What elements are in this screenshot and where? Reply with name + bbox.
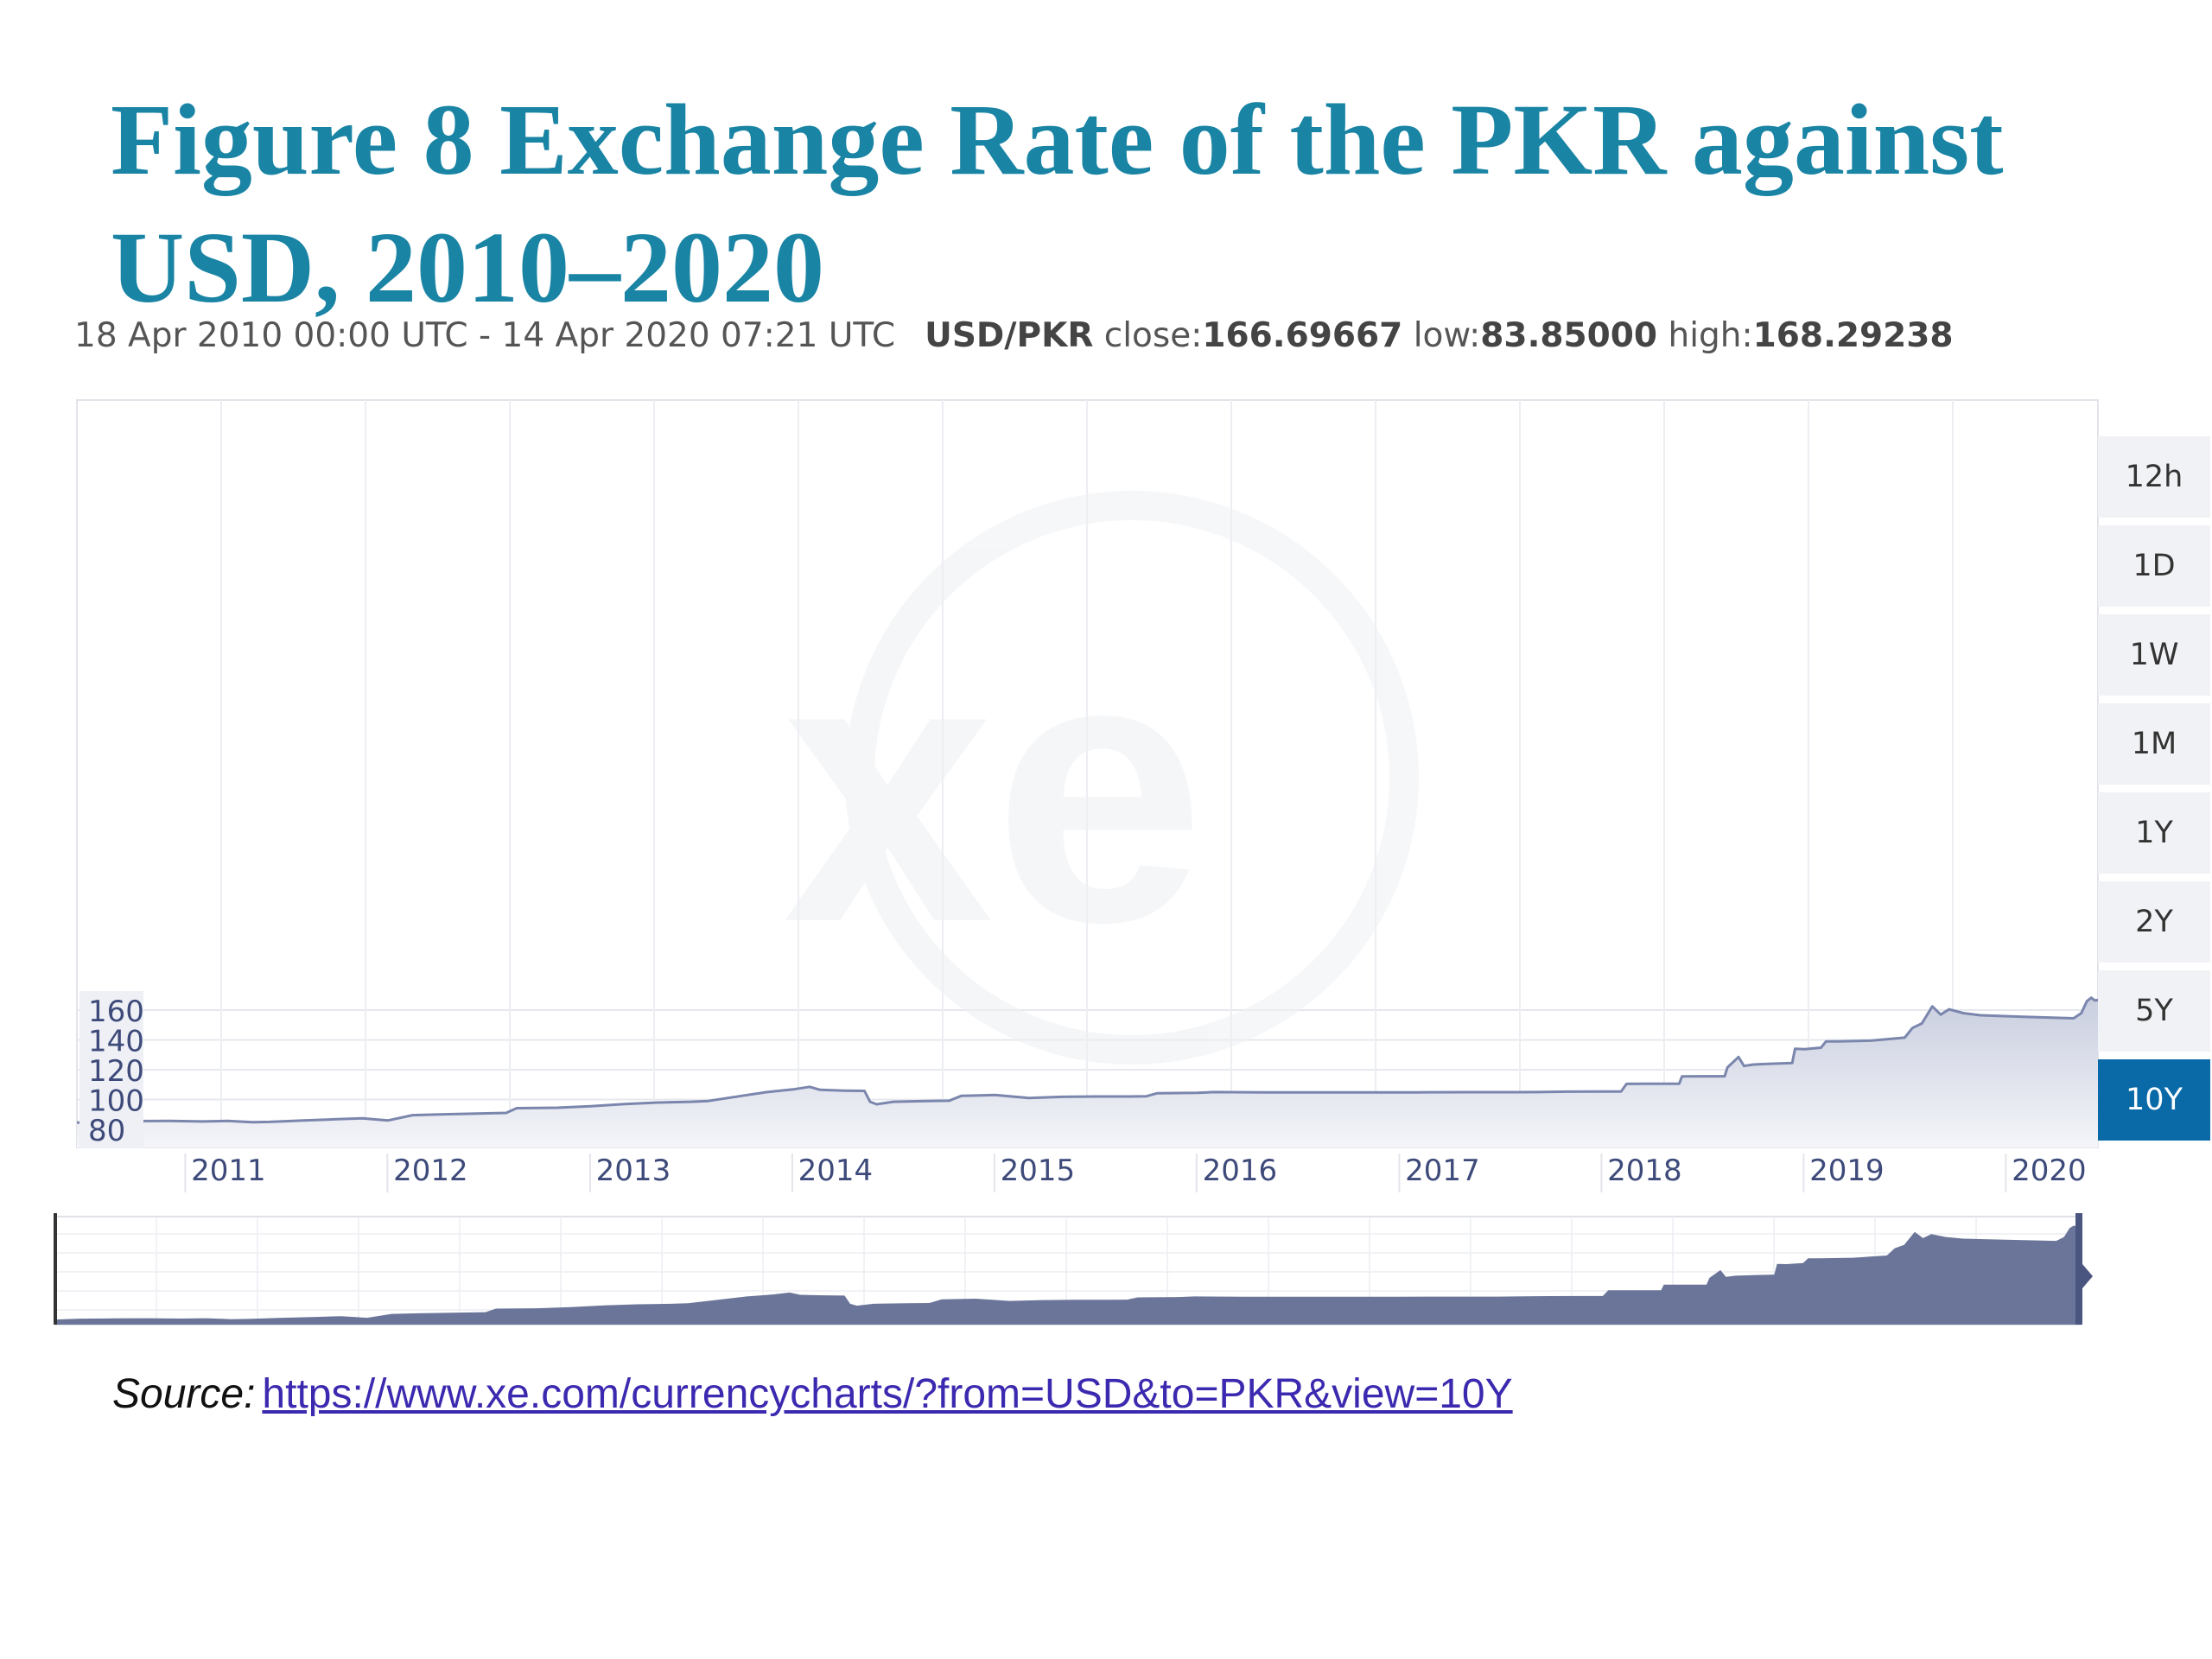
x-tick-label: 2018	[1607, 1154, 1682, 1188]
range-button-10y[interactable]: 10Y	[2098, 1059, 2210, 1141]
x-tick-label: 2014	[798, 1154, 874, 1188]
source-label: Source:	[112, 1371, 256, 1417]
y-tick-label: 120	[88, 1054, 144, 1089]
x-tick-label: 2019	[1809, 1154, 1885, 1188]
navigator[interactable]	[54, 1213, 2093, 1325]
high-label: high:	[1668, 316, 1753, 355]
slide-title: Figure 8 Exchange Rate of the PKR agains…	[111, 83, 2004, 324]
x-tick-label: 2015	[1001, 1154, 1076, 1188]
x-tick-label: 2012	[393, 1154, 468, 1188]
x-tick-label: 2020	[2012, 1154, 2087, 1188]
range-selector: 12h 1D 1W 1M 1Y 2Y 5Y 10Y	[2098, 436, 2210, 1148]
currency-pair: USD/PKR	[925, 316, 1094, 355]
y-tick-label: 100	[88, 1084, 144, 1119]
area-series	[76, 996, 2099, 1147]
xe-watermark: xe	[782, 491, 1419, 1065]
close-label: close:	[1103, 316, 1203, 355]
navigator-arrow-icon	[2082, 1264, 2093, 1288]
y-tick-label: 80	[88, 1114, 125, 1148]
x-tick-label: 2016	[1203, 1154, 1278, 1188]
range-button-1y[interactable]: 1Y	[2098, 792, 2210, 874]
chart-header: 18 Apr 2010 00:00 UTC - 14 Apr 2020 07:2…	[74, 316, 1954, 355]
range-button-12h[interactable]: 12h	[2098, 436, 2210, 518]
x-tick-label: 2013	[596, 1154, 671, 1188]
navigator-area	[55, 1225, 2081, 1325]
y-tick-bg	[79, 991, 143, 1029]
y-tick-label: 140	[88, 1025, 144, 1059]
y-tick-160: 160	[79, 991, 144, 1029]
range-button-1d[interactable]: 1D	[2098, 525, 2210, 607]
x-tick-label: 2017	[1405, 1154, 1480, 1188]
source-link[interactable]: https://www.xe.com/currencycharts/?from=…	[262, 1371, 1513, 1417]
source-note: Source: https://www.xe.com/currencycharts…	[112, 1370, 1513, 1418]
range-button-2y[interactable]: 2Y	[2098, 881, 2210, 963]
navigator-right-handle[interactable]	[2075, 1213, 2082, 1325]
navigator-left-handle[interactable]	[54, 1213, 57, 1325]
date-range: 18 Apr 2010 00:00 UTC - 14 Apr 2020 07:2…	[74, 316, 896, 355]
high-value: 168.29238	[1752, 316, 1954, 355]
svg-text:xe: xe	[782, 577, 1205, 1001]
series-line	[76, 996, 2099, 1124]
range-button-1w[interactable]: 1W	[2098, 614, 2210, 696]
series-area	[77, 997, 2098, 1147]
y-tick-120: 120	[79, 1051, 144, 1089]
range-button-1m[interactable]: 1M	[2098, 703, 2210, 785]
low-value: 83.85000	[1480, 316, 1658, 355]
range-button-5y[interactable]: 5Y	[2098, 970, 2210, 1052]
close-value: 166.69667	[1202, 316, 1403, 355]
low-label: low:	[1413, 316, 1481, 355]
x-axis: 2011 2012 2013 2014 2015 2016 2017 2018 2019 2020	[184, 1154, 2087, 1192]
y-tick-label: 160	[88, 995, 144, 1029]
x-tick-label: 2011	[191, 1154, 266, 1188]
